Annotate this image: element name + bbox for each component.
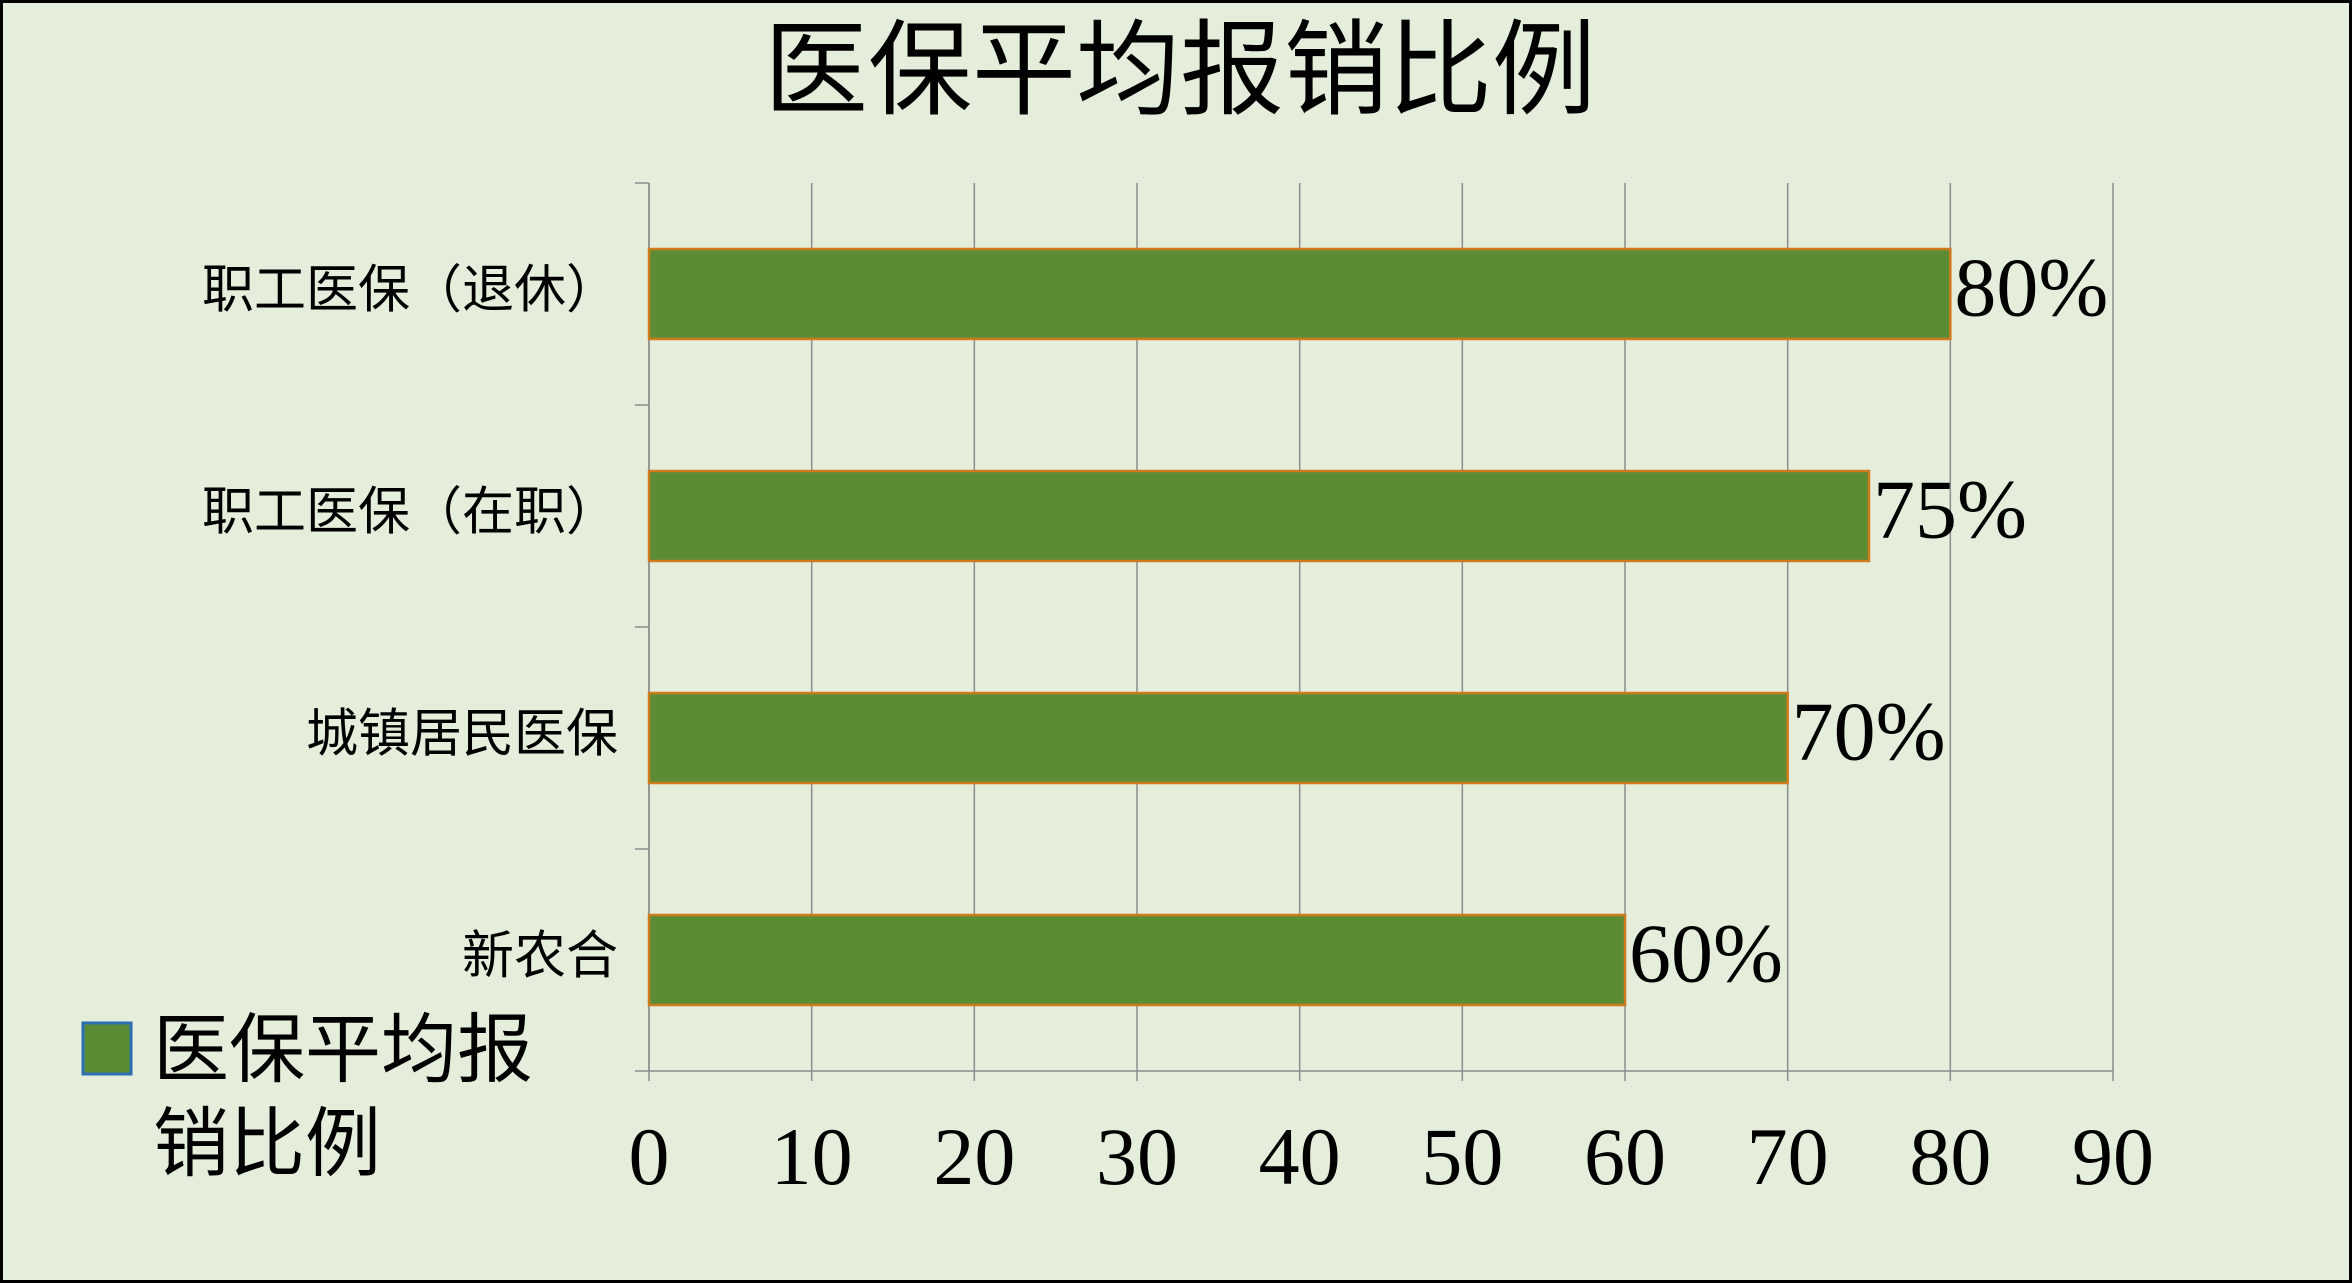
x-tick-label: 20 bbox=[933, 1111, 1015, 1202]
legend-label: 医保平均报销比例 bbox=[153, 1005, 533, 1188]
x-tick-label: 90 bbox=[2072, 1111, 2154, 1202]
y-tick-label: 城镇居民医保 bbox=[306, 705, 618, 765]
chart: 医保平均报销比例 0 10 20 30 40 50 60 70 80 90 职工医保（退休） 80% 职… bbox=[81, 9, 2154, 1202]
x-tick-label: 50 bbox=[1421, 1111, 1503, 1202]
bar bbox=[647, 913, 1627, 1007]
chart-title: 医保平均报销比例 bbox=[764, 9, 1596, 131]
bar bbox=[647, 691, 1789, 785]
y-tick-label: 职工医保（在职） bbox=[202, 483, 618, 543]
x-tick-label: 10 bbox=[771, 1111, 853, 1202]
x-tick-label: 40 bbox=[1259, 1111, 1341, 1202]
value-label: 70% bbox=[1792, 685, 1946, 778]
value-label: 75% bbox=[1873, 463, 2027, 556]
x-tick-label: 30 bbox=[1096, 1111, 1178, 1202]
value-label: 80% bbox=[1954, 241, 2108, 334]
bar bbox=[647, 469, 1871, 563]
bar bbox=[647, 247, 1952, 341]
x-tick-label: 70 bbox=[1747, 1111, 1829, 1202]
x-tick-label: 0 bbox=[629, 1111, 670, 1202]
x-tick-label: 80 bbox=[1909, 1111, 1991, 1202]
x-tick-label: 60 bbox=[1584, 1111, 1666, 1202]
y-tick-label: 职工医保（退休） bbox=[202, 261, 618, 321]
y-tick-label: 新农合 bbox=[462, 927, 618, 987]
legend-swatch bbox=[81, 1021, 133, 1076]
value-label: 60% bbox=[1629, 907, 1783, 1000]
